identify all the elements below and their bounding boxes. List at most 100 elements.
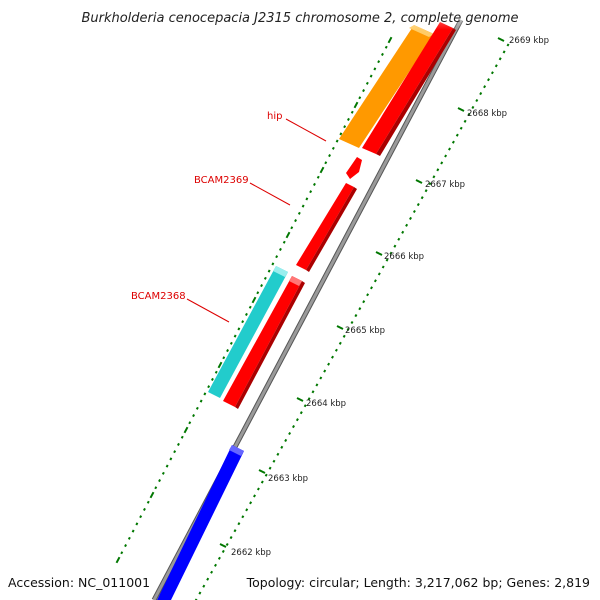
- ruler-dot: [366, 293, 370, 297]
- ruler-dot: [324, 161, 328, 165]
- ruler-dot: [475, 98, 479, 103]
- ruler-dot: [451, 140, 455, 144]
- ruler-dot: [127, 536, 131, 540]
- ruler-dot: [203, 392, 207, 396]
- kbp-tick: [415, 179, 423, 184]
- ruler-dot: [490, 71, 494, 75]
- ruler-dot: [381, 52, 384, 56]
- gene-label-bcam2369: BCAM2369: [194, 175, 249, 186]
- ruler-dot: [319, 376, 323, 380]
- ruler-dot: [288, 431, 292, 436]
- ruler-dot: [432, 175, 436, 179]
- ruler-dot: [194, 598, 198, 600]
- kbp-tick-label: 2664 kbp: [306, 399, 346, 409]
- ruler-dot: [154, 486, 158, 490]
- gene-labels: hip BCAM2369 BCAM2368: [131, 111, 327, 323]
- ruler-dot: [339, 132, 343, 136]
- ruler-dot: [120, 551, 124, 555]
- kbp-tick-label: 2665 kbp: [345, 326, 385, 336]
- ruler-dot: [217, 361, 223, 369]
- ruler-dot: [448, 147, 451, 151]
- ruler-dot: [401, 230, 405, 234]
- ruler-dot: [143, 507, 146, 511]
- kbp-tick: [375, 251, 383, 256]
- ruler-dot: [353, 101, 359, 109]
- ruler-dot: [343, 125, 347, 129]
- ruler-dot: [161, 471, 165, 475]
- ruler-dot: [370, 286, 373, 290]
- ruler-dot: [214, 563, 217, 567]
- ruler-dot: [211, 377, 214, 381]
- ruler-dot: [297, 211, 301, 215]
- ruler-dot: [256, 487, 260, 491]
- ruler-dot: [207, 385, 211, 389]
- ruler-dot: [459, 126, 463, 130]
- ruler-dot: [373, 67, 377, 71]
- gene-label-bcam2368: BCAM2368: [131, 291, 186, 302]
- ruler-dot: [241, 515, 245, 519]
- kbp-tick: [219, 543, 227, 548]
- gene-bcam2368-feature: [208, 266, 288, 398]
- ruler-dot: [342, 334, 346, 338]
- ruler-dot: [305, 197, 309, 201]
- ruler-dot: [267, 269, 271, 273]
- ruler-dot: [416, 203, 420, 207]
- ruler-dot: [428, 182, 432, 186]
- inner-ruler-dots-right: [194, 43, 510, 600]
- ruler-dot: [268, 466, 272, 470]
- ruler-dot: [221, 549, 225, 553]
- ruler-dot: [463, 119, 467, 123]
- ruler-dot: [350, 110, 354, 114]
- ruler-dot: [237, 327, 241, 331]
- ruler-dot: [389, 251, 393, 255]
- gene-label-leader: [249, 182, 291, 206]
- ruler-dot: [260, 284, 263, 288]
- ruler-dot: [245, 312, 248, 316]
- ruler-dot: [272, 459, 276, 463]
- ruler-dot: [307, 397, 311, 401]
- kbp-tick-label: 2666 kbp: [384, 252, 424, 262]
- ruler-dot: [471, 105, 475, 109]
- ruler-dot: [393, 244, 397, 248]
- ruler-dot: [131, 529, 135, 533]
- ruler-dot: [362, 89, 365, 93]
- ruler-dot: [331, 146, 335, 150]
- kbp-tick: [497, 37, 505, 42]
- ruler-dot: [365, 81, 369, 85]
- accession-label: Accession: NC_011001: [8, 575, 150, 590]
- ruler-dot: [284, 438, 288, 442]
- ruler-dot: [249, 501, 253, 505]
- ruler-dot: [192, 414, 195, 418]
- kbp-tick-label: 2663 kbp: [268, 474, 308, 484]
- genome-summary: Topology: circular; Length: 3,217,062 bp…: [246, 575, 590, 590]
- ruler-dot: [444, 154, 448, 158]
- ruler-dot: [338, 341, 342, 345]
- ruler-dot: [377, 60, 381, 64]
- gene-label-leader: [186, 298, 230, 323]
- ruler-dot: [280, 445, 284, 449]
- ruler-dot: [303, 404, 307, 408]
- ruler-dot: [315, 383, 319, 387]
- ruler-dot: [436, 168, 440, 172]
- ruler-dot: [279, 247, 282, 251]
- top-fade-overlay: [0, 0, 600, 30]
- kbp-tick: [258, 469, 266, 474]
- ruler-dot: [290, 226, 294, 230]
- ruler-dot: [316, 175, 320, 179]
- ruler-dot: [264, 473, 268, 477]
- ruler-dot: [183, 426, 189, 434]
- ruler-dot: [217, 556, 221, 560]
- gene-hip-feature: [362, 22, 456, 156]
- ruler-dot: [479, 92, 483, 96]
- ruler-dot: [292, 425, 295, 429]
- ruler-dot: [180, 435, 184, 439]
- kbp-tick-label: 2668 kbp: [467, 109, 507, 119]
- ruler-dot: [328, 154, 331, 158]
- ruler-dot: [506, 43, 510, 47]
- ruler-dot: [347, 117, 350, 121]
- ruler-dot: [225, 542, 229, 547]
- ruler-dot: [487, 78, 490, 82]
- ruler-dot: [198, 591, 202, 595]
- ruler-dot: [275, 255, 279, 259]
